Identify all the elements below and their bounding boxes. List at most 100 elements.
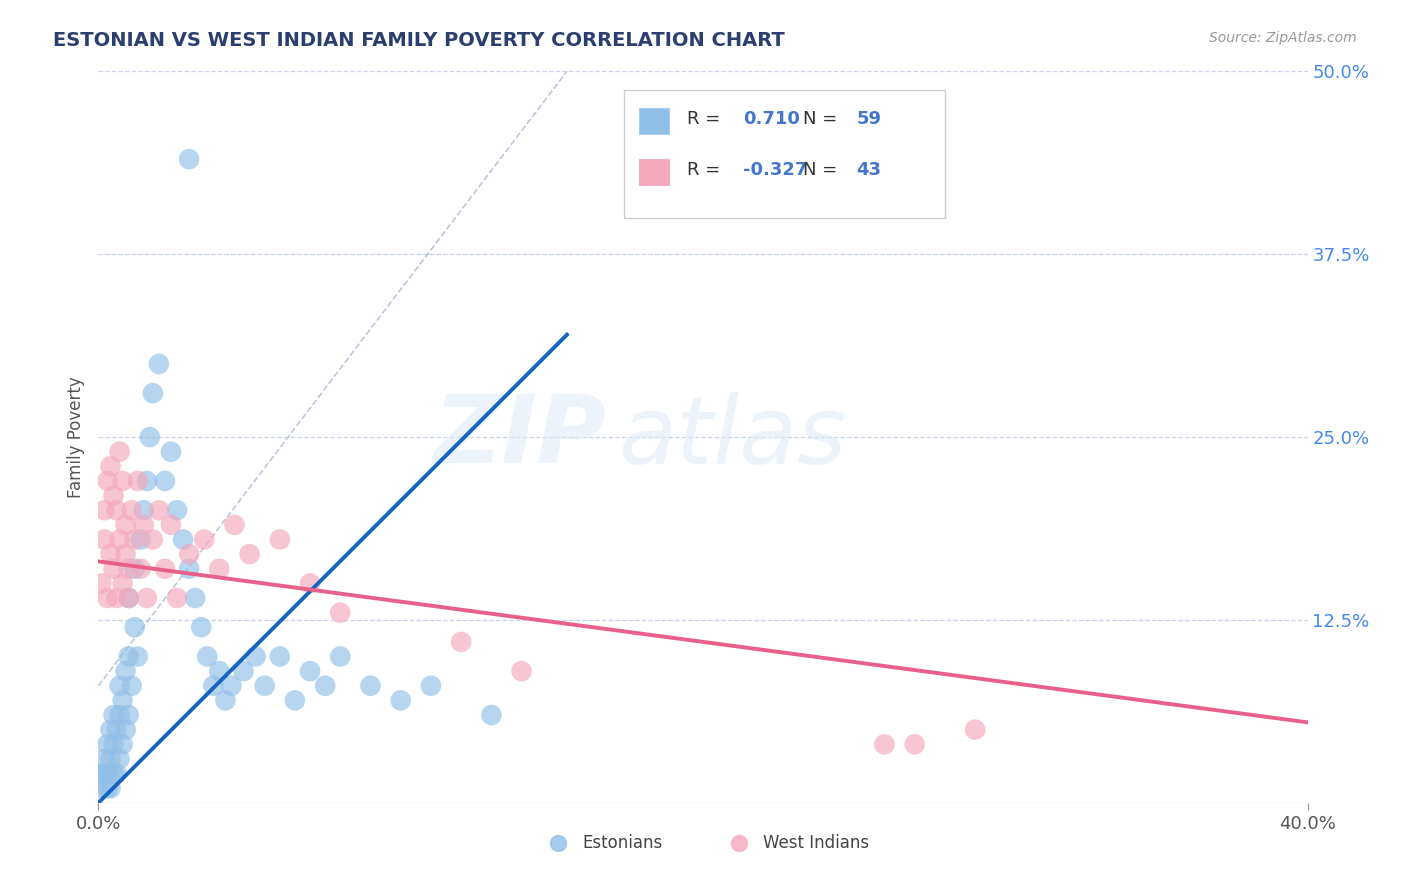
Point [329, 606, 352, 620]
Text: 59: 59 [856, 110, 882, 128]
Text: R =: R = [688, 161, 727, 179]
Text: Estonians: Estonians [582, 834, 662, 852]
Point [93, 752, 115, 766]
Point [135, 474, 157, 488]
Point [153, 562, 176, 576]
Point [105, 591, 128, 605]
Point [224, 517, 246, 532]
FancyBboxPatch shape [624, 89, 945, 218]
Point [96, 591, 118, 605]
Point [121, 503, 143, 517]
Point [148, 503, 170, 517]
Point [148, 357, 170, 371]
Point [105, 723, 128, 737]
Point [179, 547, 201, 561]
Point [118, 649, 141, 664]
Point [269, 649, 291, 664]
Point [111, 576, 134, 591]
Point [105, 503, 128, 517]
FancyBboxPatch shape [638, 159, 669, 185]
Point [100, 459, 122, 474]
Point [114, 664, 136, 678]
Point [172, 533, 194, 547]
Point [253, 679, 276, 693]
Point [114, 517, 136, 532]
Point [166, 591, 188, 605]
Point [142, 533, 165, 547]
Point [124, 620, 146, 634]
FancyBboxPatch shape [638, 108, 669, 134]
Text: ESTONIAN VS WEST INDIAN FAMILY POVERTY CORRELATION CHART: ESTONIAN VS WEST INDIAN FAMILY POVERTY C… [53, 31, 785, 50]
Point [329, 649, 352, 664]
Point [314, 679, 336, 693]
Point [108, 533, 131, 547]
Point [420, 679, 443, 693]
Text: -0.327: -0.327 [742, 161, 807, 179]
Point [100, 781, 122, 796]
Point [90, 781, 112, 796]
Text: West Indians: West Indians [763, 834, 869, 852]
Text: N =: N = [803, 161, 844, 179]
Point [239, 547, 262, 561]
Point [190, 620, 212, 634]
Point [103, 766, 125, 780]
Point [118, 591, 141, 605]
Point [142, 386, 165, 401]
Point [214, 693, 236, 707]
Point [1236, 876, 1258, 890]
Point [127, 474, 149, 488]
Text: Source: ZipAtlas.com: Source: ZipAtlas.com [1209, 31, 1357, 45]
Point [510, 664, 533, 678]
Text: 0.710: 0.710 [742, 110, 800, 128]
Point [108, 444, 131, 458]
Point [193, 533, 215, 547]
Point [232, 664, 254, 678]
Point [904, 737, 927, 751]
Y-axis label: Family Poverty: Family Poverty [66, 376, 84, 498]
Point [299, 664, 322, 678]
Point [139, 430, 162, 444]
Point [114, 547, 136, 561]
Point [202, 679, 225, 693]
Point [96, 766, 118, 780]
Point [965, 723, 987, 737]
Text: atlas: atlas [619, 392, 846, 483]
Point [179, 152, 201, 166]
Point [160, 444, 183, 458]
Point [135, 591, 157, 605]
Point [90, 576, 112, 591]
Text: 43: 43 [856, 161, 882, 179]
Point [118, 591, 141, 605]
Point [389, 693, 412, 707]
Point [208, 562, 231, 576]
Point [93, 533, 115, 547]
Point [114, 723, 136, 737]
Point [103, 737, 125, 751]
Point [103, 708, 125, 723]
Point [93, 766, 115, 780]
Point [93, 503, 115, 517]
Point [299, 576, 322, 591]
Point [360, 679, 382, 693]
Point [284, 693, 307, 707]
Point [450, 635, 472, 649]
Point [100, 547, 122, 561]
Point [108, 679, 131, 693]
Point [124, 533, 146, 547]
Point [127, 649, 149, 664]
Point [118, 562, 141, 576]
Point [108, 708, 131, 723]
Point [160, 517, 183, 532]
Point [132, 503, 155, 517]
Point [153, 474, 176, 488]
Point [179, 562, 201, 576]
Point [96, 737, 118, 751]
Point [208, 664, 231, 678]
Point [105, 766, 128, 780]
Point [90, 766, 112, 780]
Point [108, 752, 131, 766]
Point [121, 679, 143, 693]
Point [111, 693, 134, 707]
Point [103, 489, 125, 503]
Point [118, 708, 141, 723]
